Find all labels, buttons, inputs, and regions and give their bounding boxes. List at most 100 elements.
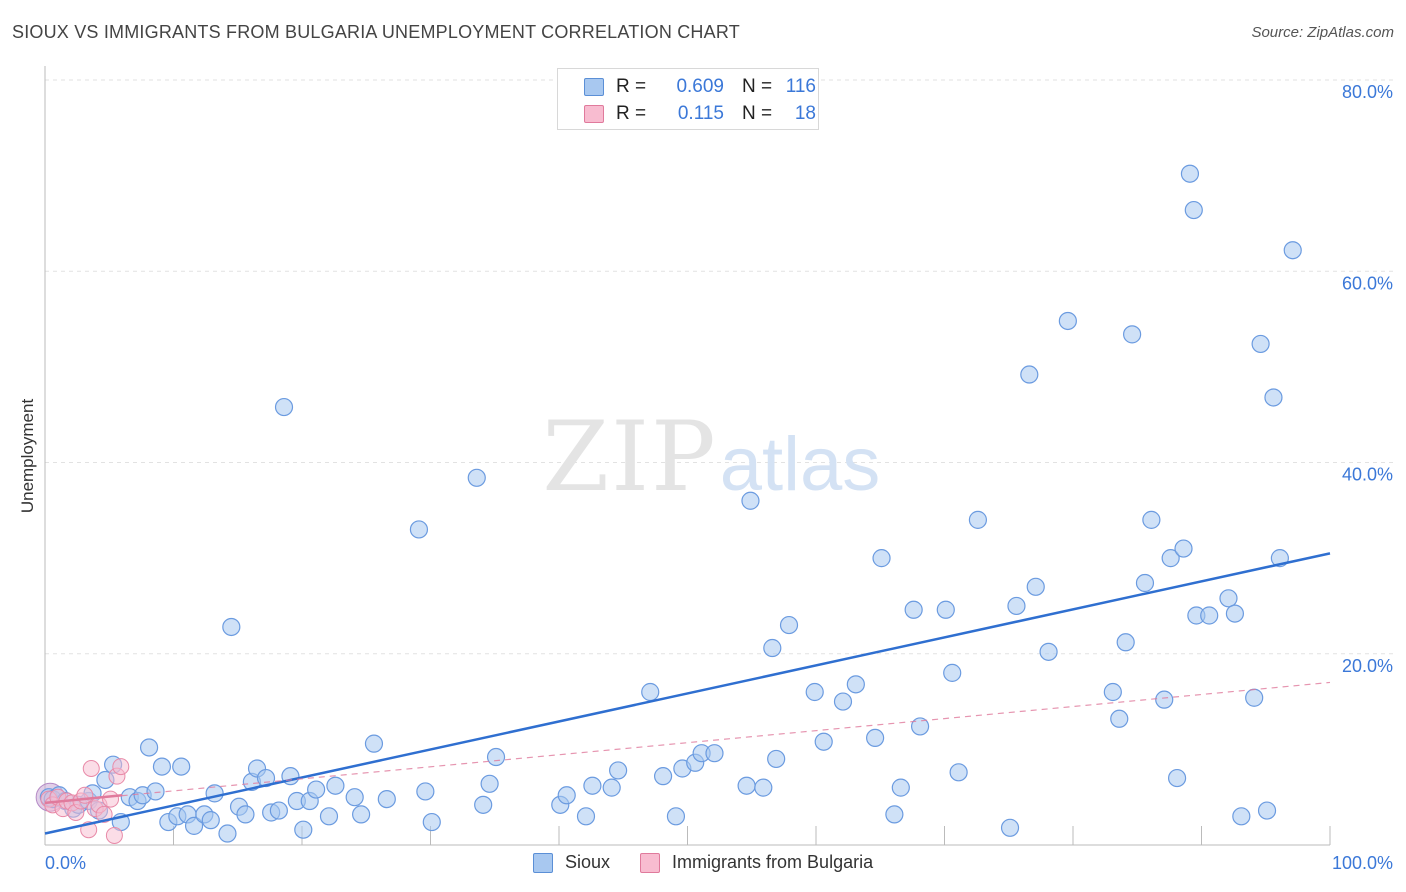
data-point bbox=[274, 397, 294, 417]
data-point bbox=[1110, 709, 1129, 728]
data-point bbox=[474, 795, 493, 814]
sioux-swatch bbox=[584, 78, 604, 96]
bulgaria-swatch bbox=[640, 852, 661, 873]
data-point bbox=[872, 549, 891, 568]
data-point bbox=[422, 812, 441, 832]
legend-label: Immigrants from Bulgaria bbox=[672, 852, 874, 872]
data-point bbox=[236, 805, 255, 824]
stats-row-sioux: R = 0.609 N = 116 bbox=[584, 75, 816, 99]
data-point bbox=[1251, 334, 1270, 354]
data-point bbox=[936, 600, 955, 619]
data-point bbox=[1283, 241, 1302, 260]
r-label: R = bbox=[616, 76, 647, 97]
data-point bbox=[1116, 633, 1135, 652]
r-value: 0.115 bbox=[677, 103, 724, 124]
watermark-zip: ZIP bbox=[542, 401, 717, 513]
data-point bbox=[486, 747, 506, 767]
tick-labels: 20.0% 40.0% 60.0% 80.0% 0.0% 100.0% bbox=[45, 82, 1393, 873]
data-point bbox=[866, 728, 885, 748]
data-point bbox=[152, 757, 172, 776]
bulgaria-trend-segment bbox=[44, 794, 123, 805]
data-point bbox=[102, 790, 120, 808]
stats-row-bulgaria: R = 0.115 N = 18 bbox=[584, 102, 816, 126]
data-point bbox=[139, 738, 159, 757]
data-point bbox=[1142, 510, 1161, 529]
data-point bbox=[833, 692, 853, 711]
data-point bbox=[352, 805, 371, 824]
data-point bbox=[602, 778, 621, 797]
data-point bbox=[1225, 604, 1245, 623]
data-point bbox=[1155, 690, 1174, 709]
data-point bbox=[846, 675, 865, 694]
data-point bbox=[576, 807, 596, 826]
data-point bbox=[557, 786, 576, 805]
data-point bbox=[1123, 325, 1142, 344]
data-point bbox=[1135, 573, 1155, 593]
data-point bbox=[269, 801, 288, 820]
sioux-trend-line bbox=[44, 552, 1331, 835]
data-point bbox=[1180, 164, 1200, 183]
data-point bbox=[146, 782, 165, 801]
data-point bbox=[1103, 682, 1122, 702]
data-point bbox=[184, 816, 204, 835]
bulgaria-trend-line bbox=[44, 681, 1331, 804]
stats-legend: R = 0.609 N = 116 R = 0.115 N = 18 bbox=[557, 68, 819, 130]
y-tick-label: 60.0% bbox=[1342, 273, 1393, 293]
data-point bbox=[705, 744, 724, 763]
n-value: 18 bbox=[794, 103, 816, 124]
data-point bbox=[754, 778, 773, 797]
chart-title: SIOUX VS IMMIGRANTS FROM BULGARIA UNEMPL… bbox=[12, 22, 740, 42]
r-label: R = bbox=[616, 103, 647, 124]
data-point bbox=[885, 805, 904, 824]
data-point bbox=[1245, 688, 1264, 707]
data-points bbox=[35, 164, 1302, 844]
data-point bbox=[641, 682, 660, 702]
watermark-atlas: atlas bbox=[720, 422, 881, 507]
data-point bbox=[345, 788, 364, 807]
series-legend: Sioux Immigrants from Bulgaria bbox=[533, 852, 903, 873]
y-tick-label: 20.0% bbox=[1342, 656, 1393, 676]
data-point bbox=[1039, 642, 1058, 661]
data-point bbox=[814, 732, 833, 751]
bulgaria-swatch bbox=[584, 105, 604, 123]
data-point bbox=[779, 615, 799, 635]
data-point bbox=[1000, 818, 1020, 837]
n-label: N = bbox=[742, 76, 773, 97]
data-point bbox=[943, 663, 962, 682]
data-point bbox=[741, 491, 760, 510]
data-point bbox=[891, 778, 910, 797]
data-point bbox=[1219, 589, 1238, 608]
legend-item-bulgaria[interactable]: Immigrants from Bulgaria bbox=[640, 852, 873, 873]
data-point bbox=[805, 682, 824, 702]
data-point bbox=[949, 763, 968, 782]
data-point bbox=[480, 774, 499, 793]
data-point bbox=[1232, 807, 1251, 826]
data-point bbox=[467, 468, 486, 487]
data-point bbox=[112, 758, 130, 776]
watermark: ZIP atlas bbox=[542, 401, 880, 513]
data-point bbox=[409, 520, 429, 539]
source-label: Source: ZipAtlas.com bbox=[1251, 24, 1394, 41]
data-point bbox=[172, 757, 191, 776]
data-point bbox=[1174, 539, 1193, 558]
data-point bbox=[1007, 596, 1026, 616]
data-point bbox=[653, 767, 673, 786]
sioux-swatch bbox=[533, 852, 553, 873]
data-point bbox=[666, 807, 686, 826]
data-point bbox=[1200, 606, 1219, 625]
data-point bbox=[82, 760, 100, 777]
data-point bbox=[767, 749, 786, 769]
data-point bbox=[1167, 768, 1187, 788]
n-value: 116 bbox=[785, 76, 816, 97]
y-tick-label: 80.0% bbox=[1342, 82, 1393, 102]
legend-item-sioux[interactable]: Sioux bbox=[533, 852, 610, 873]
data-point bbox=[416, 782, 435, 801]
data-point bbox=[1184, 200, 1203, 220]
data-point bbox=[1058, 311, 1077, 331]
data-point bbox=[910, 717, 930, 736]
data-point bbox=[95, 805, 113, 823]
data-point bbox=[222, 617, 241, 637]
data-point bbox=[294, 820, 313, 839]
data-point bbox=[1257, 801, 1277, 820]
